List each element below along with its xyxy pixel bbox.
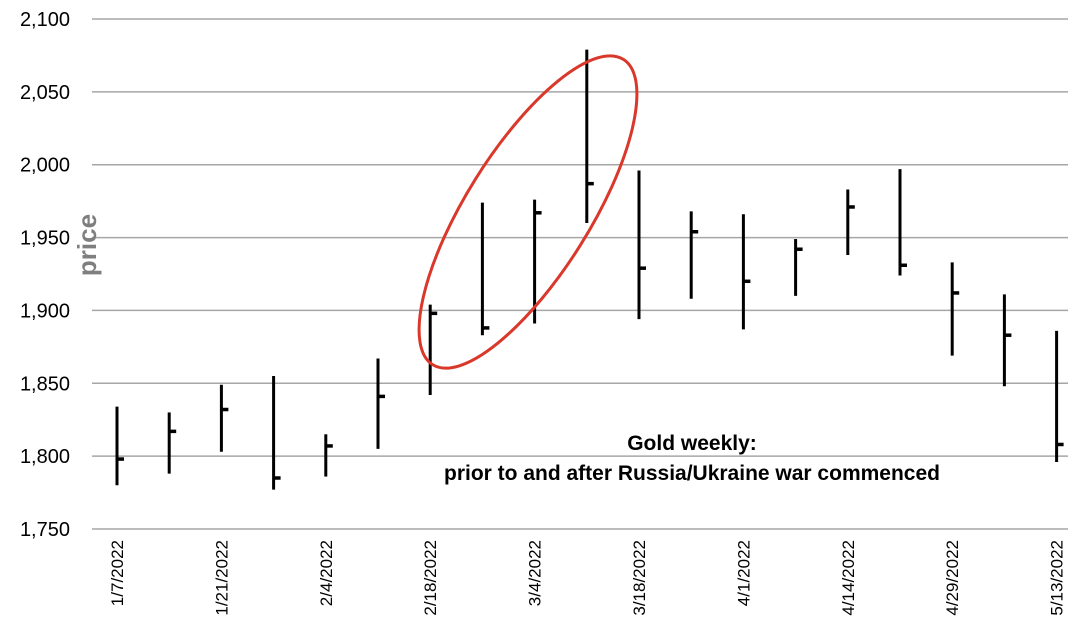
y-tick-label: 2,000 <box>20 155 70 177</box>
x-tick-label: 2/4/2022 <box>317 540 336 606</box>
y-axis-label: price <box>72 214 102 276</box>
x-tick-label: 2/18/2022 <box>421 540 440 616</box>
gridlines <box>92 18 1068 530</box>
annotation-title: Gold weekly: <box>627 432 757 455</box>
y-tick-label: 1,750 <box>20 519 70 541</box>
ohlc-bars <box>115 49 1064 490</box>
highlight-ellipse <box>417 54 639 370</box>
x-tick-label: 4/14/2022 <box>839 540 858 616</box>
x-tick-label: 3/4/2022 <box>526 540 545 606</box>
x-tick-label: 3/18/2022 <box>630 540 649 616</box>
x-tick-label: 1/7/2022 <box>108 540 127 606</box>
x-tick-label: 1/21/2022 <box>212 540 231 616</box>
x-axis-ticks: 1/7/2022 1/21/2022 2/4/2022 2/18/2022 3/4/20… <box>108 540 1067 616</box>
x-tick-label: 5/13/2022 <box>1048 540 1067 616</box>
y-tick-label: 2,050 <box>20 82 70 104</box>
y-tick-label: 2,100 <box>20 9 70 31</box>
y-tick-label: 1,850 <box>20 373 70 395</box>
annotation-subtitle: prior to and after Russia/Ukraine war co… <box>444 462 940 485</box>
x-tick-label: 4/29/2022 <box>943 540 962 616</box>
y-axis-ticks: 1,750 1,800 1,850 1,900 1,950 2,000 2,050 2,100 <box>20 9 70 541</box>
y-tick-label: 1,800 <box>20 446 70 468</box>
x-tick-label: 4/1/2022 <box>734 540 753 606</box>
y-tick-label: 1,900 <box>20 300 70 322</box>
y-tick-label: 1,950 <box>20 228 70 250</box>
